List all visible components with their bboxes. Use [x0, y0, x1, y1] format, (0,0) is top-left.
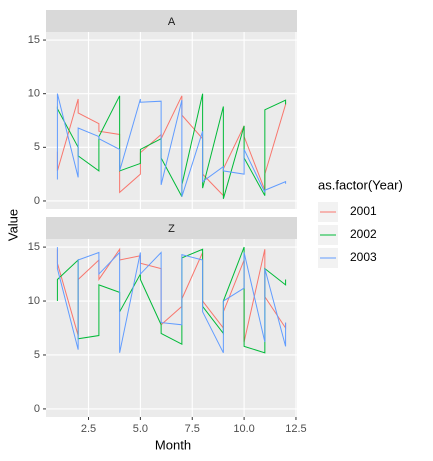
legend-label: 2003: [350, 250, 377, 264]
x-axis-label: Month: [155, 437, 191, 452]
strip: [46, 217, 297, 239]
series-line: [56, 247, 287, 343]
panel: [46, 32, 297, 209]
y-tick-label: 10: [28, 295, 40, 307]
y-tick-label: 15: [28, 241, 40, 253]
strip-label: A: [168, 16, 176, 28]
series-line: [56, 246, 287, 354]
y-tick-label: 5: [34, 349, 40, 361]
series-line: [56, 93, 287, 197]
y-tick-label: 5: [34, 141, 40, 153]
legend-label: 2001: [350, 204, 377, 218]
series-line: [56, 95, 287, 197]
x-tick-label: 5.0: [133, 423, 148, 435]
y-tick-label: 0: [34, 195, 40, 207]
series-line: [56, 93, 287, 199]
y-tick-label: 10: [28, 88, 40, 100]
x-tick-label: 10.0: [233, 423, 254, 435]
strip: [46, 10, 297, 32]
series-line: [56, 247, 287, 354]
x-tick-label: 2.5: [81, 423, 96, 435]
y-axis-label: Value: [5, 209, 20, 241]
x-tick-label: 7.5: [185, 423, 200, 435]
x-tick-label: 12.5: [285, 423, 306, 435]
strip-label: Z: [168, 223, 175, 235]
legend-label: 2002: [350, 227, 377, 241]
y-tick-label: 0: [34, 403, 40, 415]
panel: [46, 239, 297, 417]
y-tick-label: 15: [28, 34, 40, 46]
legend-title: as.factor(Year): [318, 177, 403, 192]
